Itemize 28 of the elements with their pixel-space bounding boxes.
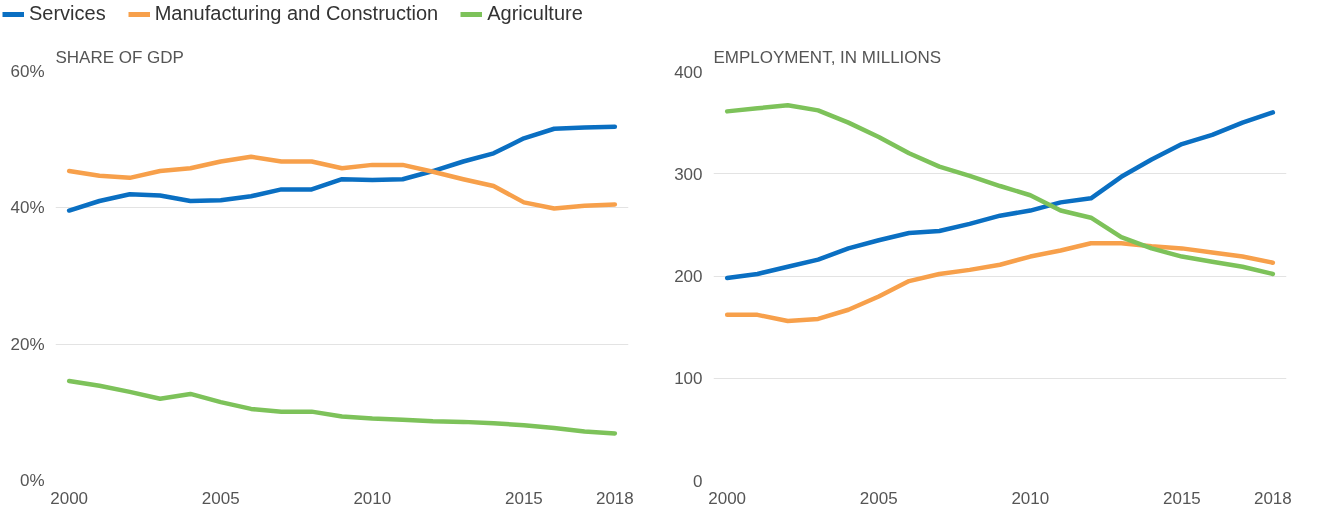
- x-tick-label: 2000: [708, 488, 747, 508]
- line-series: [724, 241, 1276, 324]
- x-tick-label: 2005: [201, 488, 240, 508]
- x-tick-label: 2015: [1163, 488, 1201, 508]
- line-series: [66, 124, 618, 213]
- x-tick-label: 2000: [50, 488, 89, 508]
- legend-label: Agriculture: [487, 2, 583, 25]
- x-tick-label: 2010: [353, 488, 392, 508]
- legend-label: Services: [29, 2, 106, 25]
- x-tick-label: 2018: [595, 488, 634, 508]
- x-tick-label: 2018: [1253, 488, 1292, 508]
- y-tick-label: 20%: [10, 334, 45, 354]
- chart-title: EMPLOYMENT, IN MILLIONS: [713, 47, 942, 67]
- y-tick-label: 100: [674, 369, 703, 389]
- legend-label: Manufacturing and Construction: [154, 2, 439, 25]
- x-tick-label: 2015: [505, 488, 543, 508]
- y-tick-label: 0: [693, 471, 703, 491]
- x-tick-label: 2005: [859, 488, 898, 508]
- y-tick-label: 400: [674, 62, 703, 82]
- y-tick-label: 40%: [10, 198, 45, 218]
- line-series: [66, 378, 618, 436]
- x-tick-label: 2010: [1011, 488, 1050, 508]
- y-tick-label: 60%: [10, 62, 45, 81]
- y-tick-label: 0%: [19, 471, 45, 490]
- y-tick-label: 300: [674, 164, 703, 184]
- y-tick-label: 200: [674, 267, 703, 286]
- chart-title: SHARE OF GDP: [55, 47, 184, 67]
- line-series: [66, 154, 618, 211]
